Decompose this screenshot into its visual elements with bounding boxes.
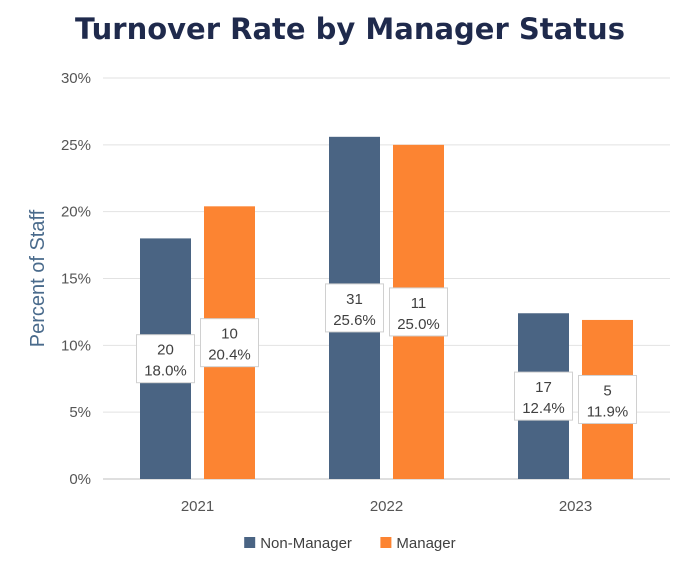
x-tick-label: 2021: [181, 498, 214, 515]
data-label-count: 5: [603, 382, 611, 399]
data-label-box: [389, 287, 448, 337]
data-label-value: 12.4%: [522, 400, 565, 417]
data-label-count: 10: [221, 326, 238, 343]
data-label-value: 25.6%: [333, 312, 376, 329]
y-tick-label: 25%: [61, 137, 91, 154]
y-tick-label: 15%: [61, 271, 91, 288]
data-label-count: 11: [411, 295, 427, 312]
data-label-count: 31: [346, 291, 363, 308]
y-tick-label: 20%: [61, 204, 91, 221]
y-tick-label: 0%: [69, 471, 91, 488]
legend-label: Non-Manager: [260, 535, 352, 552]
data-label-box: [514, 371, 573, 421]
data-label-box: [200, 318, 259, 368]
y-tick-label: 10%: [61, 337, 91, 354]
x-tick-label: 2023: [559, 498, 592, 515]
y-axis-label: Percent of Staff: [27, 209, 49, 347]
legend-label: Manager: [396, 535, 455, 552]
data-label-value: 25.0%: [397, 316, 440, 333]
legend-swatch: [244, 537, 256, 548]
data-label-box: [325, 283, 384, 333]
data-label-box: [578, 374, 637, 424]
data-label-count: 17: [535, 379, 552, 396]
data-label-value: 20.4%: [208, 347, 251, 364]
chart-title: Turnover Rate by Manager Status: [75, 12, 625, 46]
data-label-value: 11.9%: [587, 403, 628, 420]
data-label-count: 20: [157, 342, 174, 359]
x-tick-label: 2022: [370, 498, 403, 515]
data-label-box: [136, 334, 195, 384]
data-label-value: 18.0%: [144, 363, 187, 380]
legend-swatch: [380, 537, 392, 548]
y-tick-label: 30%: [61, 70, 91, 87]
y-tick-label: 5%: [69, 404, 91, 421]
